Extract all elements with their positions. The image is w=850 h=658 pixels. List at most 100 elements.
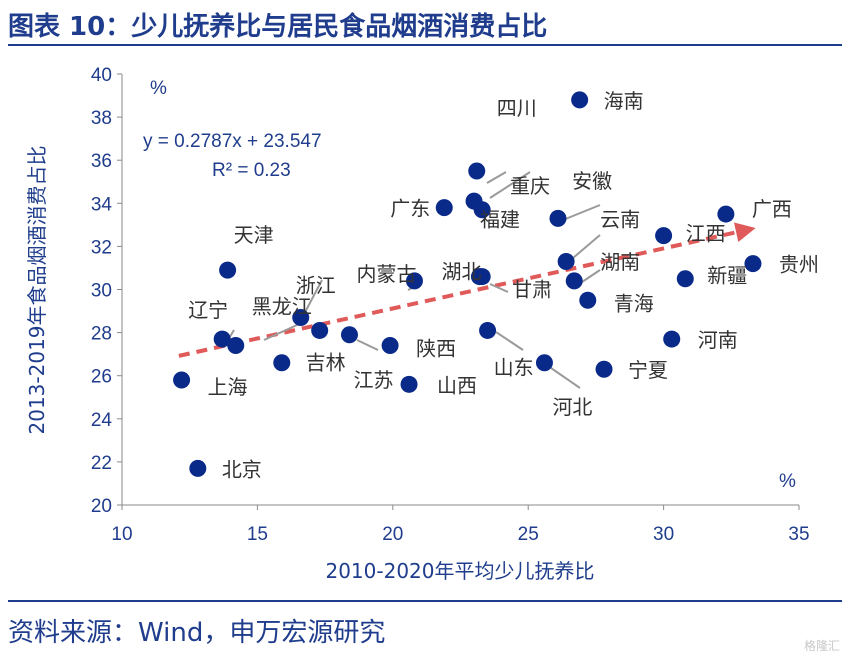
data-point xyxy=(663,330,681,348)
y-tick-label: 20 xyxy=(91,496,112,517)
data-point xyxy=(468,162,486,180)
data-point xyxy=(595,360,613,378)
data-point xyxy=(717,205,735,223)
point-label: 天津 xyxy=(234,223,274,247)
point-label: 吉林 xyxy=(306,350,346,374)
trendline-arrowhead xyxy=(733,222,756,243)
trendline xyxy=(178,222,756,358)
y-tick-label: 26 xyxy=(91,367,112,388)
y-tick-label: 30 xyxy=(91,281,112,302)
data-point xyxy=(173,371,191,389)
y-axis-title: 2013-2019年食品烟酒消费占比 xyxy=(25,145,49,434)
data-point xyxy=(579,291,597,309)
point-label: 河北 xyxy=(552,395,592,419)
x-tick-label: 35 xyxy=(788,524,809,545)
label-leader-line xyxy=(356,339,379,351)
title-rule xyxy=(8,44,842,46)
x-tick-label: 15 xyxy=(247,524,268,545)
point-label: 重庆 xyxy=(510,174,550,198)
point-label: 上海 xyxy=(208,375,248,399)
data-points xyxy=(173,91,762,477)
y-unit: % xyxy=(150,78,167,99)
y-tick-label: 36 xyxy=(91,151,112,172)
data-point xyxy=(435,199,453,217)
label-leader-line xyxy=(572,234,601,259)
data-point xyxy=(557,252,575,270)
x-tick-label: 10 xyxy=(111,524,132,545)
label-leader-line xyxy=(489,283,509,293)
point-label: 江西 xyxy=(686,222,726,246)
y-tick-label: 34 xyxy=(91,194,113,215)
point-label: 辽宁 xyxy=(188,298,228,322)
point-label: 广东 xyxy=(390,197,430,221)
label-leader-line xyxy=(562,204,601,221)
point-label: 海南 xyxy=(604,89,644,113)
point-label: 四川 xyxy=(497,96,537,120)
data-point xyxy=(571,91,589,109)
x-unit: % xyxy=(779,471,796,492)
point-label: 贵州 xyxy=(779,253,819,277)
data-point xyxy=(273,354,291,372)
point-label: 安徽 xyxy=(572,169,612,193)
x-tick-label: 20 xyxy=(382,524,403,545)
trendline-dash xyxy=(178,230,737,358)
point-label: 甘肃 xyxy=(512,278,552,302)
data-point xyxy=(535,354,553,372)
y-tick-label: 28 xyxy=(91,324,112,345)
data-point xyxy=(473,201,491,219)
x-tick-label: 30 xyxy=(653,524,674,545)
data-point xyxy=(744,255,762,273)
r-squared: R² = 0.23 xyxy=(212,160,291,181)
source-note: 资料来源：Wind，申万宏源研究 xyxy=(8,618,386,648)
data-point xyxy=(400,375,418,393)
y-tick-label: 32 xyxy=(91,237,112,258)
y-tick-label: 22 xyxy=(91,453,112,474)
x-axis-title: 2010-2020年平均少儿抚养比 xyxy=(325,559,594,583)
data-point xyxy=(219,261,237,279)
point-label: 山西 xyxy=(437,373,477,397)
point-label: 内蒙古 xyxy=(356,262,416,286)
data-point xyxy=(292,309,310,327)
point-label: 广西 xyxy=(752,197,792,221)
label-leader-line xyxy=(486,171,507,184)
data-point xyxy=(227,337,245,355)
data-point xyxy=(381,337,399,355)
data-point xyxy=(676,270,694,288)
chart-title: 图表 10：少儿抚养比与居民食品烟酒消费占比 xyxy=(8,12,548,42)
label-leader-line xyxy=(489,171,531,199)
data-point xyxy=(479,321,497,339)
regression-equation: y = 0.2787x + 23.547 xyxy=(143,131,322,152)
data-point xyxy=(655,227,673,245)
data-point xyxy=(565,272,583,290)
label-leader-line xyxy=(581,269,601,283)
label-leader-line xyxy=(495,331,524,351)
y-tick-label: 40 xyxy=(91,65,112,86)
point-label: 宁夏 xyxy=(628,358,668,382)
point-label: 湖北 xyxy=(441,260,481,284)
point-label: 北京 xyxy=(222,457,262,481)
data-point xyxy=(311,321,329,339)
data-point xyxy=(213,330,231,348)
point-label: 云南 xyxy=(600,207,640,231)
source-rule xyxy=(8,600,842,602)
data-point xyxy=(340,326,358,344)
point-label: 江苏 xyxy=(353,368,393,392)
label-leader-line xyxy=(550,367,581,389)
point-label: 湖南 xyxy=(600,250,640,274)
point-label: 浙江 xyxy=(296,274,336,298)
point-label: 新疆 xyxy=(707,264,747,288)
data-point xyxy=(470,268,488,286)
point-label: 陕西 xyxy=(416,337,456,361)
watermark: 格隆汇 xyxy=(803,639,840,653)
point-label: 福建 xyxy=(480,207,520,231)
point-label: 河南 xyxy=(698,328,738,352)
y-tick-label: 24 xyxy=(91,410,113,431)
x-tick-label: 25 xyxy=(518,524,539,545)
data-point xyxy=(549,209,567,227)
point-label: 黑龙江 xyxy=(252,295,312,319)
point-label: 山东 xyxy=(494,355,534,379)
y-tick-label: 38 xyxy=(91,108,112,129)
data-point xyxy=(189,459,207,477)
